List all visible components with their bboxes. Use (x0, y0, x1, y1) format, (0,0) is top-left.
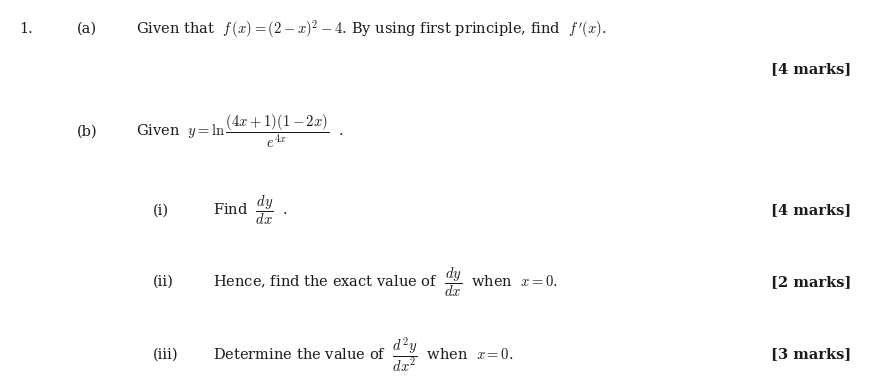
Text: [4 marks]: [4 marks] (771, 63, 851, 76)
Text: [4 marks]: [4 marks] (771, 203, 851, 217)
Text: Determine the value of  $\dfrac{d^{2}y}{dx^{2}}$  when  $x=0$.: Determine the value of $\dfrac{d^{2}y}{d… (213, 335, 513, 374)
Text: Given  $y=\ln\dfrac{(4x+1)(1-2x)}{e^{4x}}$  .: Given $y=\ln\dfrac{(4x+1)(1-2x)}{e^{4x}}… (136, 112, 343, 150)
Text: (ii): (ii) (153, 275, 174, 289)
Text: [3 marks]: [3 marks] (771, 347, 851, 361)
Text: Given that  $f\,(x)=(2-x)^{2}-4$. By using first principle, find  $f\,'(x)$.: Given that $f\,(x)=(2-x)^{2}-4$. By usin… (136, 18, 606, 40)
Text: (iii): (iii) (153, 347, 179, 361)
Text: (a): (a) (77, 22, 97, 36)
Text: Find  $\dfrac{dy}{dx}$  .: Find $\dfrac{dy}{dx}$ . (213, 194, 288, 227)
Text: (b): (b) (77, 124, 98, 138)
Text: Hence, find the exact value of  $\dfrac{dy}{dx}$  when  $x=0$.: Hence, find the exact value of $\dfrac{d… (213, 265, 558, 298)
Text: (i): (i) (153, 203, 169, 217)
Text: [2 marks]: [2 marks] (771, 275, 851, 289)
Text: 1.: 1. (19, 22, 33, 36)
